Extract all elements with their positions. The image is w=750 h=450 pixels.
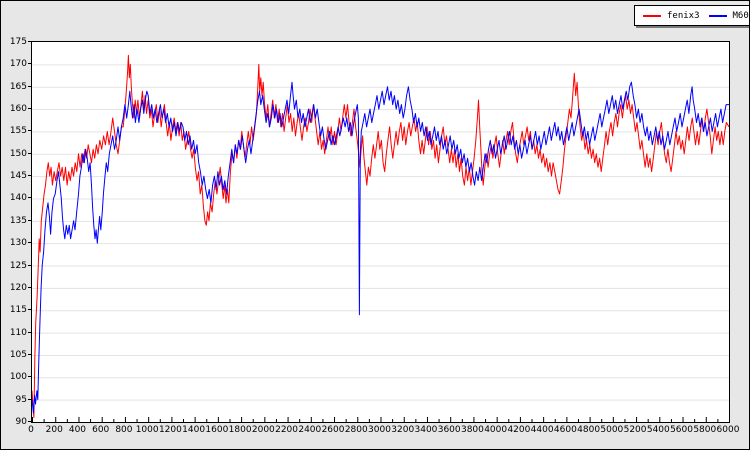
legend: fenix3 M600 bbox=[634, 5, 749, 26]
x-tick-label: 6000 bbox=[716, 425, 740, 435]
legend-item-fenix3: fenix3 bbox=[643, 11, 700, 21]
y-tick-label: 140 bbox=[9, 193, 27, 204]
y-tick-label: 130 bbox=[9, 238, 27, 249]
y-tick-label: 175 bbox=[9, 37, 27, 47]
x-tick-label: 3000 bbox=[368, 425, 391, 435]
x-tick-label: 400 bbox=[68, 425, 87, 435]
y-tick-label: 150 bbox=[9, 148, 27, 159]
x-tick-label: 1200 bbox=[158, 425, 182, 435]
x-tick-label: 1000 bbox=[135, 425, 159, 435]
y-tick-label: 155 bbox=[9, 126, 27, 137]
y-tick bbox=[28, 153, 32, 154]
y-tick-label: 90 bbox=[15, 417, 27, 427]
x-tick-label: 2200 bbox=[275, 425, 299, 435]
x-tick-label: 2800 bbox=[344, 425, 368, 435]
series-line-fenix3 bbox=[32, 54, 729, 418]
legend-item-m600: M600 bbox=[708, 10, 749, 21]
y-tick bbox=[28, 309, 32, 310]
y-tick bbox=[28, 376, 32, 377]
y-tick bbox=[28, 399, 32, 400]
series-line-m600 bbox=[32, 81, 729, 414]
y-tick bbox=[28, 220, 32, 221]
y-tick bbox=[28, 86, 32, 87]
x-tick-label: 5800 bbox=[693, 425, 717, 435]
x-tick-label: 4800 bbox=[577, 425, 601, 435]
x-tick-label: 3600 bbox=[437, 425, 461, 435]
x-tick-label: 3200 bbox=[391, 425, 415, 435]
y-tick-label: 125 bbox=[9, 260, 27, 271]
y-tick bbox=[28, 63, 32, 64]
x-tick-label: 4000 bbox=[484, 425, 508, 435]
x-tick-label: 4200 bbox=[507, 425, 531, 435]
plot-area bbox=[31, 41, 730, 423]
y-tick-label: 95 bbox=[15, 394, 27, 405]
x-tick-label: 0 bbox=[28, 425, 34, 435]
legend-label-m600: M600 bbox=[732, 10, 749, 21]
chart-canvas bbox=[32, 54, 729, 422]
y-tick-label: 145 bbox=[9, 171, 27, 182]
x-tick-label: 3800 bbox=[460, 425, 484, 435]
y-tick-label: 170 bbox=[9, 59, 27, 70]
y-tick bbox=[28, 421, 32, 422]
y-tick bbox=[28, 175, 32, 176]
x-tick-label: 5400 bbox=[646, 425, 670, 435]
x-tick-label: 1400 bbox=[182, 425, 206, 435]
y-tick-label: 160 bbox=[9, 104, 27, 115]
y-tick bbox=[28, 265, 32, 266]
y-tick-label: 135 bbox=[9, 215, 27, 226]
y-tick-label: 100 bbox=[9, 372, 27, 383]
y-tick-label: 115 bbox=[9, 305, 27, 316]
x-tick-label: 2000 bbox=[251, 425, 275, 435]
x-tick-label: 3400 bbox=[414, 425, 438, 435]
y-tick-label: 110 bbox=[9, 327, 27, 338]
x-tick-label: 200 bbox=[45, 425, 63, 435]
y-tick bbox=[28, 41, 32, 42]
x-tick-label: 4400 bbox=[530, 425, 554, 435]
x-tick-label: 5000 bbox=[600, 425, 624, 435]
x-tick-label: 5200 bbox=[623, 425, 647, 435]
y-tick bbox=[28, 108, 32, 109]
legend-line-sample-fenix3 bbox=[643, 14, 661, 17]
y-tick bbox=[28, 130, 32, 131]
x-tick-label: 2600 bbox=[321, 425, 345, 435]
x-tick-label: 800 bbox=[115, 425, 133, 435]
x-tick-label: 5600 bbox=[670, 425, 693, 435]
y-tick bbox=[28, 354, 32, 355]
y-tick-label: 165 bbox=[9, 81, 27, 92]
x-tick-label: 1600 bbox=[205, 425, 229, 435]
y-tick bbox=[28, 287, 32, 288]
x-tick-label: 600 bbox=[92, 425, 110, 435]
y-tick bbox=[28, 332, 32, 333]
legend-line-sample-m600 bbox=[708, 14, 727, 17]
legend-label-fenix3: fenix3 bbox=[667, 10, 700, 21]
y-tick-label: 120 bbox=[9, 282, 27, 293]
x-tick-label: 1800 bbox=[228, 425, 252, 435]
x-tick-label: 4600 bbox=[553, 425, 577, 435]
x-tick-label: 2400 bbox=[298, 425, 322, 435]
y-tick bbox=[28, 197, 32, 198]
y-tick bbox=[28, 242, 32, 243]
y-tick-label: 105 bbox=[9, 349, 27, 360]
